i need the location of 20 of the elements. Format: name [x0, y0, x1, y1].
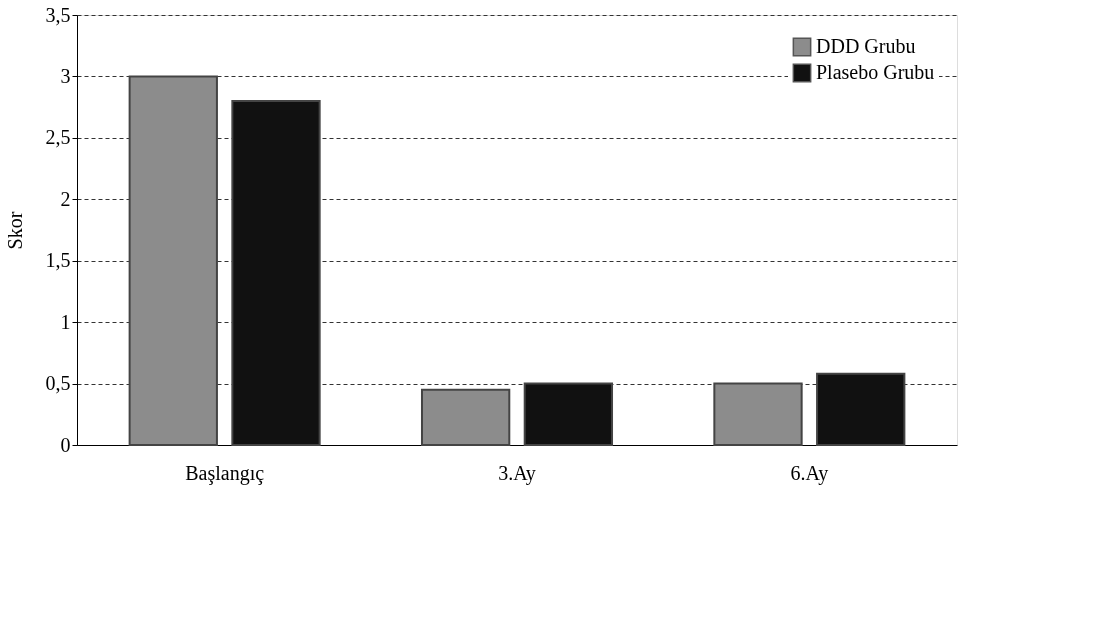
y-tick-label: 1,5 [45, 249, 71, 272]
y-tick-label: 3,5 [45, 3, 71, 26]
x-tick-label: Başlangıç [185, 461, 265, 485]
y-axis-title: Skor [3, 211, 26, 250]
y-tick-label: 0 [60, 433, 71, 456]
bar [128, 75, 218, 446]
bar [713, 382, 803, 446]
bar [420, 388, 511, 446]
y-tick-label: 0,5 [45, 372, 71, 395]
y-tick-label: 2 [60, 187, 71, 210]
x-tick-label: 3.Ay [498, 461, 536, 485]
bar [523, 382, 614, 446]
bar [231, 100, 321, 446]
y-tick-label: 3 [60, 64, 71, 87]
x-tick-label: 6.Ay [790, 461, 829, 485]
y-tick-label: 1 [60, 310, 71, 333]
bar [816, 372, 906, 446]
legend-label: DDD Grubu [816, 35, 916, 57]
legend-label: Plasebo Grubu [816, 61, 935, 83]
y-tick-label: 2,5 [45, 126, 71, 149]
